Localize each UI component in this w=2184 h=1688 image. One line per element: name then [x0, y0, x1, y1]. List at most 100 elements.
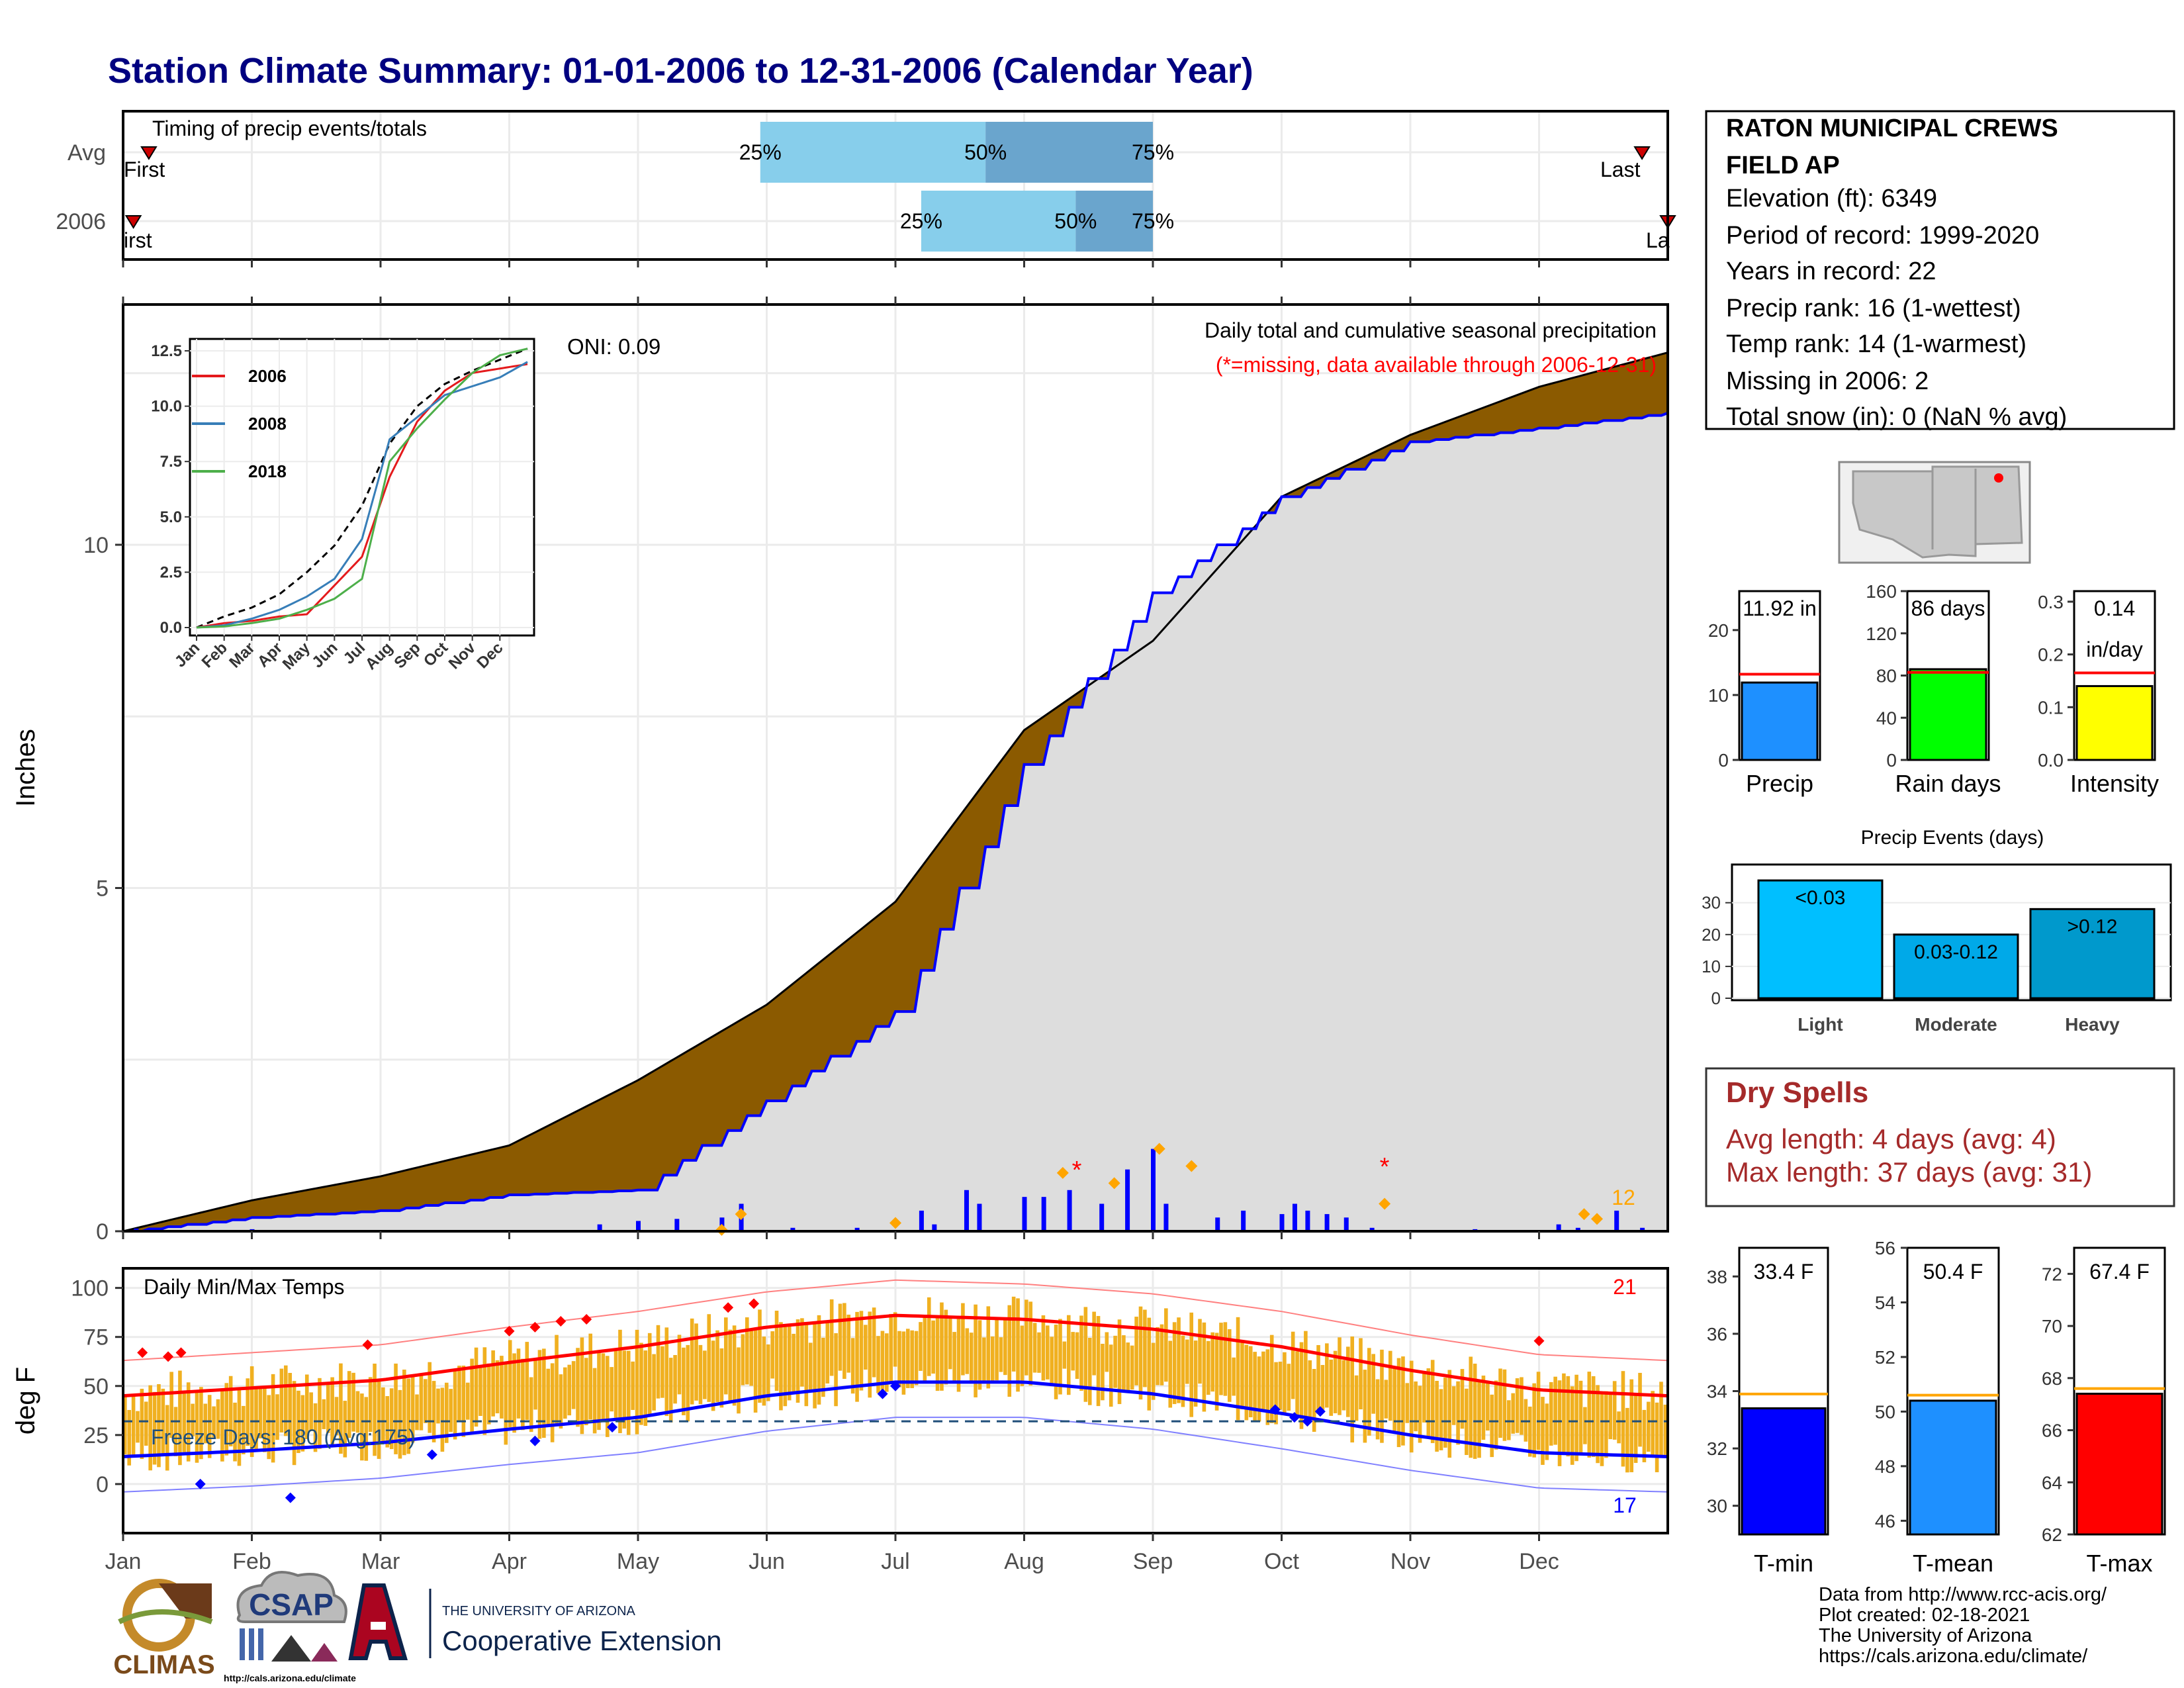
temp-daily-bar: [1405, 1383, 1410, 1423]
temp-daily-bar: [203, 1403, 208, 1444]
temp-daily-bar: [1536, 1372, 1541, 1450]
temp-daily-bar: [1439, 1389, 1443, 1450]
temp-daily-bar: [555, 1335, 559, 1425]
temp-daily-bar: [1414, 1381, 1418, 1432]
ua-logo: THE UNIVERSITY OF ARIZONA Cooperative Ex…: [348, 1583, 722, 1660]
temp-daily-bar: [1325, 1343, 1329, 1408]
precip-event-marker: [1108, 1177, 1120, 1190]
temp-daily-bar: [1274, 1362, 1278, 1425]
temp-daily-bar: [271, 1374, 275, 1463]
temp-daily-bar: [914, 1331, 919, 1385]
temp-ytick-label: 100: [71, 1276, 109, 1301]
temp-daily-bar: [1570, 1386, 1574, 1465]
temp-daily-bar: [351, 1372, 355, 1432]
temp-daily-bar: [449, 1389, 453, 1432]
station-line-missing: Missing in 2006: 2: [1726, 367, 1929, 395]
temp-summary-ytick-label: 52: [1875, 1347, 1895, 1368]
temp-daily-bar: [779, 1322, 783, 1411]
summary-value-label: 86 days: [1911, 596, 1985, 620]
temp-daily-bar: [1101, 1343, 1105, 1401]
temp-daily-bar: [461, 1365, 466, 1437]
temp-summary-value: 33.4 F: [1754, 1260, 1814, 1284]
temp-daily-bar: [237, 1389, 242, 1466]
temp-daily-bar: [635, 1329, 639, 1434]
temp-daily-bar: [1541, 1397, 1545, 1465]
temp-daily-bar: [1054, 1325, 1058, 1399]
temp-daily-bar: [1016, 1298, 1020, 1392]
temp-daily-bar: [1062, 1341, 1067, 1369]
temp-daily-bar: [1219, 1323, 1223, 1395]
temp-daily-bar: [1291, 1331, 1295, 1399]
temp-daily-bar: [1375, 1379, 1380, 1440]
temp-daily-bar: [1456, 1381, 1460, 1445]
temp-daily-bar: [1210, 1332, 1214, 1392]
temp-daily-bar: [381, 1387, 385, 1444]
temp-daily-bar: [1003, 1319, 1007, 1376]
temp-daily-bar: [614, 1349, 618, 1418]
temp-daily-bar: [500, 1356, 504, 1419]
temp-daily-bar: [347, 1371, 351, 1438]
timing-row-avg-label: Avg: [68, 140, 106, 165]
temp-daily-bar: [1269, 1335, 1274, 1423]
events-ytick-label: 10: [1702, 957, 1721, 976]
temp-daily-bar: [1046, 1325, 1050, 1380]
temp-daily-bar: [1236, 1317, 1240, 1421]
precip-daily-bar: [1151, 1149, 1156, 1231]
precip-daily-bar: [1279, 1214, 1285, 1231]
temp-summary-ytick-label: 36: [1707, 1324, 1727, 1344]
events-ytick-label: 20: [1702, 925, 1721, 945]
temp-daily-bar: [385, 1396, 390, 1448]
ua-top: THE UNIVERSITY OF ARIZONA: [442, 1604, 636, 1618]
inset-ytick-label: 5.0: [160, 508, 182, 526]
avg-max-line: [122, 1313, 1668, 1398]
temp-daily-bar: [246, 1378, 250, 1446]
temp-daily-bar: [690, 1318, 694, 1405]
month-label: Dec: [1519, 1549, 1559, 1574]
temp-daily-bar: [364, 1397, 369, 1461]
precip-event-marker: [1153, 1143, 1165, 1155]
temp-daily-bar: [868, 1311, 872, 1398]
temp-daily-bar: [1477, 1382, 1481, 1458]
temp-daily-bar: [152, 1391, 157, 1465]
temp-daily-bar: [1460, 1369, 1465, 1429]
precip-ylabel: Inches: [11, 729, 40, 807]
temp-daily-bar: [1600, 1393, 1604, 1466]
temp-daily-bar: [343, 1401, 347, 1458]
temp-daily-bar: [136, 1411, 140, 1443]
temp-daily-bar: [935, 1315, 940, 1391]
temp-daily-bar: [428, 1362, 432, 1433]
temp-daily-bar: [1295, 1351, 1299, 1416]
summary-axis-label: Precip: [1746, 770, 1813, 797]
record-high-marker: [137, 1347, 148, 1358]
station-line-elevation: Elevation (ft): 6349: [1726, 185, 1937, 212]
temp-daily-bar: [1304, 1331, 1308, 1417]
station-location-dot: [1994, 473, 2003, 483]
temp-daily-bar: [1198, 1319, 1202, 1384]
summary-ytick-label: 80: [1876, 666, 1897, 686]
temp-daily-bar: [1502, 1369, 1507, 1441]
temp-daily-bar: [182, 1393, 187, 1452]
temp-daily-bar: [758, 1309, 762, 1403]
temp-daily-bar: [326, 1383, 330, 1433]
temp-daily-bar: [1261, 1351, 1265, 1411]
temp-daily-bar: [1392, 1366, 1396, 1431]
temp-daily-bar: [1587, 1372, 1592, 1458]
temp-daily-bar: [304, 1374, 309, 1439]
precip-note-2: (*=missing, data available through 2006-…: [1216, 353, 1657, 377]
dry-spells-title: Dry Spells: [1726, 1076, 1868, 1109]
temp-daily-bar: [905, 1329, 910, 1388]
precip-daily-bar: [674, 1219, 680, 1231]
temp-label: Daily Min/Max Temps: [144, 1275, 344, 1299]
dry-spells-box: Dry Spells Avg length: 4 days (avg: 4) M…: [1705, 1067, 2175, 1207]
temp-daily-bar: [1354, 1375, 1359, 1421]
precip-daily-bar: [977, 1203, 982, 1231]
temp-daily-bar: [804, 1321, 809, 1407]
temp-daily-bar: [601, 1353, 606, 1421]
timing-bar-50-75: [985, 122, 1153, 183]
temp-daily-bar: [948, 1316, 952, 1370]
temp-summary-ytick-label: 32: [1707, 1438, 1727, 1459]
inset-ytick-label: 10.0: [151, 398, 182, 416]
temp-summary-ytick-label: 72: [2042, 1264, 2062, 1284]
summary-value-unit: in/day: [2086, 637, 2142, 661]
temp-daily-bar: [1617, 1411, 1621, 1444]
